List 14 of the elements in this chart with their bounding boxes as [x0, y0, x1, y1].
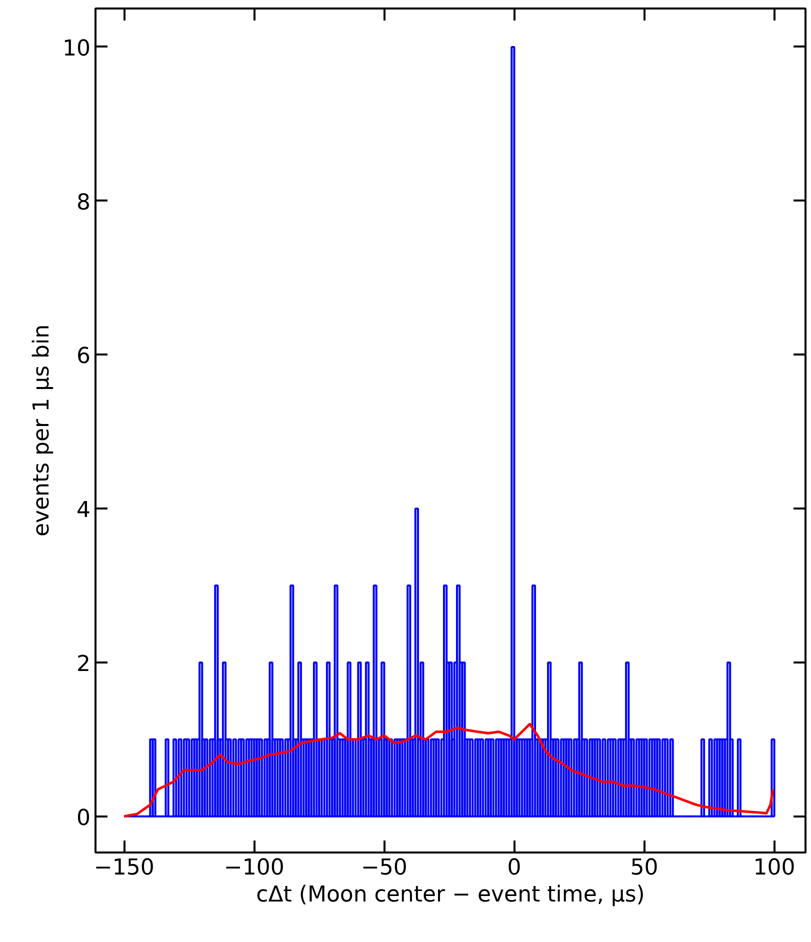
x-tick-label: 100	[753, 856, 796, 880]
y-tick-label: 6	[76, 344, 91, 370]
x-tick-label: 0	[507, 856, 522, 880]
y-tick-label: 0	[76, 806, 91, 831]
x-axis-title: cΔt (Moon center − event time, μs)	[256, 882, 645, 908]
x-tick-label: 50	[630, 856, 658, 880]
x-tick-label: −150	[94, 856, 154, 880]
x-tick-label: −50	[360, 856, 408, 880]
x-tick-label: −100	[224, 856, 284, 880]
y-tick-label: 2	[76, 652, 91, 677]
y-tick-label: 10	[62, 36, 91, 62]
y-tick-label: 8	[76, 190, 91, 216]
y-tick-label: 4	[76, 498, 91, 524]
y-axis-title: events per 1 μs bin	[30, 324, 55, 537]
